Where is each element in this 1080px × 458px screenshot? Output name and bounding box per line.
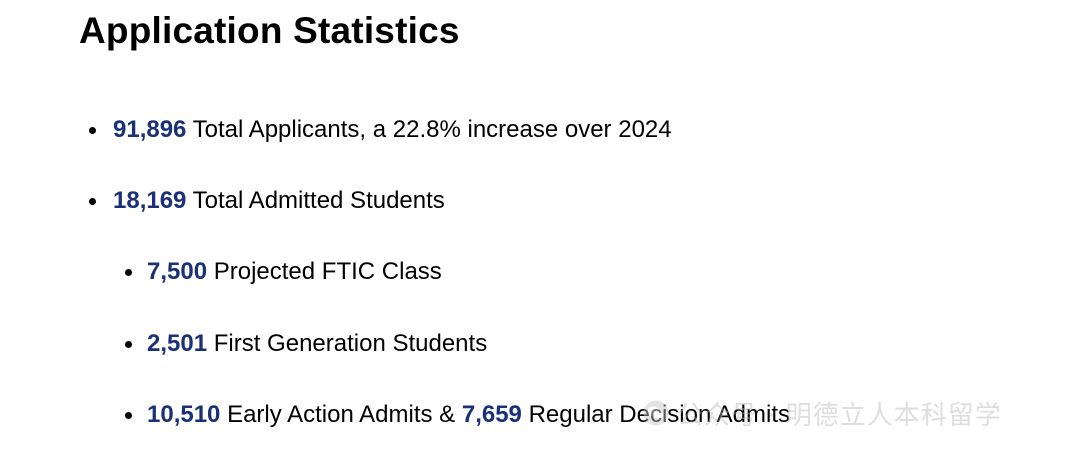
stat-label: First Generation Students — [207, 330, 488, 357]
bullet-icon — [125, 412, 132, 419]
stat-label-secondary: Regular Decision Admits — [528, 401, 791, 428]
stat-value: 2,501 — [147, 330, 208, 357]
stat-item-total-admitted: 18,169 Total Admitted Students — [89, 186, 445, 216]
stat-item-total-applicants: 91,896 Total Applicants, a 22.8% increas… — [89, 115, 672, 145]
bullet-icon — [89, 127, 96, 134]
page-title: Application Statistics — [79, 10, 460, 51]
stat-value-secondary: 7,659 — [461, 401, 522, 428]
stat-label: Total Applicants, a 22.8% increase over … — [186, 116, 672, 143]
stat-value: 18,169 — [113, 187, 187, 214]
stat-item-ftic-class: 7,500 Projected FTIC Class — [125, 257, 442, 287]
wechat-icon — [643, 400, 669, 426]
bullet-icon — [89, 198, 96, 205]
watermark: 公众号 · 明德立人本科留学 — [643, 393, 1002, 433]
bullet-icon — [125, 341, 132, 348]
stat-label: Early Action Admits & — [220, 401, 462, 428]
bullet-icon — [125, 269, 132, 276]
stat-value: 7,500 — [147, 258, 208, 285]
stat-item-admits-breakdown: 10,510 Early Action Admits & 7,659 Regul… — [125, 400, 791, 430]
stat-label: Projected FTIC Class — [207, 258, 442, 285]
stat-item-first-generation: 2,501 First Generation Students — [125, 329, 488, 359]
watermark-text: 公众号 · 明德立人本科留学 — [677, 400, 1002, 431]
stat-value: 91,896 — [113, 116, 187, 143]
stat-label: Total Admitted Students — [186, 187, 445, 214]
stat-value: 10,510 — [147, 401, 221, 428]
